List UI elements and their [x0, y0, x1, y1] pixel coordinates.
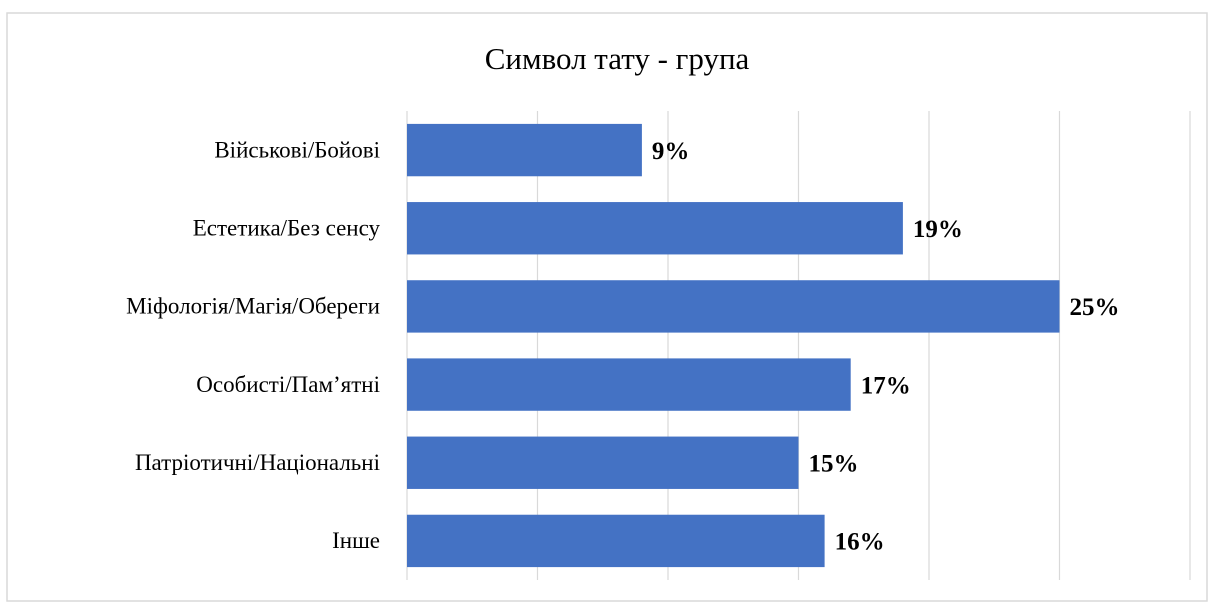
bar	[407, 358, 851, 411]
y-tick-label: Інше	[332, 528, 380, 553]
data-label: 15%	[809, 450, 859, 477]
bar	[407, 514, 825, 568]
y-tick-label: Естетика/Без сенсу	[193, 216, 381, 241]
y-tick-label: Міфологія/Магія/Обереги	[126, 294, 380, 319]
data-label: 25%	[1070, 294, 1120, 321]
y-tick-label: Особисті/Пам’ятні	[196, 372, 380, 397]
bar	[407, 123, 642, 177]
data-label: 19%	[913, 216, 963, 243]
chart-title: Символ тату - група	[485, 41, 750, 76]
data-label: 17%	[861, 372, 911, 399]
y-tick-label: Патріотичні/Національні	[135, 450, 380, 475]
bar	[407, 436, 799, 489]
data-label: 16%	[835, 529, 885, 556]
y-tick-label: Військові/Бойові	[214, 137, 380, 162]
bar	[407, 202, 903, 255]
data-label: 9%	[652, 138, 690, 165]
bar	[407, 280, 1060, 333]
